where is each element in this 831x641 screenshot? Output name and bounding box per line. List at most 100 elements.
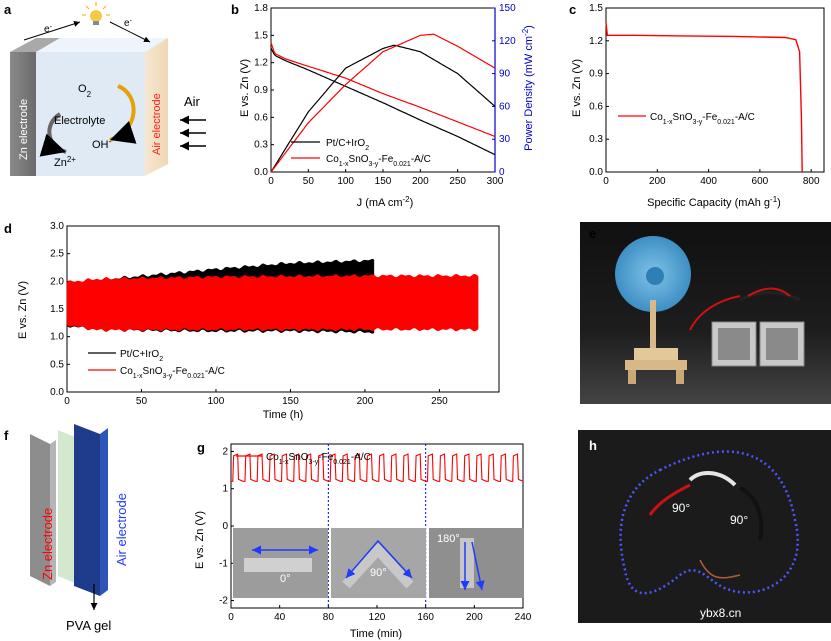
zinc-oxidation-arrow (39, 112, 67, 157)
h-black-lead (739, 486, 764, 541)
c-ylabel: E vs. Zn (V) (571, 59, 583, 117)
fan-icon (615, 236, 691, 384)
x-tick-label: 300 (487, 176, 504, 187)
y-tick-label: 1.5 (254, 30, 268, 41)
x-tick-label: 400 (700, 176, 717, 187)
g-inset-flat: 0° (233, 528, 328, 598)
d-legend-2: Co1-xSnO3-y-Fe0.021-A/C (120, 366, 225, 380)
series-band-1 (66, 274, 479, 332)
g-inset-180: 180° (429, 528, 524, 598)
panel-h-label: h (589, 438, 597, 453)
panel-d-label: d (4, 221, 12, 236)
led-strip-ring (619, 450, 799, 595)
y-tick-label: 0.9 (589, 69, 603, 80)
x-tick-label: 200 (357, 396, 374, 407)
panel-c-label: c (569, 2, 576, 17)
y2-tick-label: 90 (499, 69, 511, 80)
air-label: Air (184, 94, 201, 109)
f-air-edge (74, 424, 100, 596)
y2-tick-label: 60 (499, 101, 511, 112)
g-legend: Co1-xSnO3-y-Fe0.021-A/C (236, 452, 371, 466)
h-copper-wire (699, 559, 741, 579)
x-tick-label: 600 (752, 176, 769, 187)
x-tick-label: 160 (417, 612, 434, 623)
air-electrode-plate (145, 38, 168, 176)
x-tick-label: 200 (466, 612, 483, 623)
cell-top (36, 38, 168, 52)
series-line-cycling (230, 453, 524, 482)
x-tick-label: 200 (649, 176, 666, 187)
y-tick-label: -1 (219, 558, 228, 569)
panel-e-label: e (589, 226, 596, 241)
cell-body (36, 52, 145, 176)
series-line-2 (270, 44, 496, 173)
d-legend: Pt/C+IrO2 Co1-xSnO3-y-Fe0.021-A/C (88, 349, 225, 380)
air-electrode-text: Air electrode (151, 93, 163, 155)
y-tick-label: 0.6 (589, 101, 603, 112)
led-photo (578, 430, 831, 623)
y-tick-label: 0.0 (254, 167, 268, 178)
y-tick-label: 2.0 (50, 276, 64, 287)
x-tick-label: 0 (603, 176, 609, 187)
h-angle-a: 90° (672, 501, 690, 515)
panel-f: f Zn electrode Air electrode PVA gel (4, 424, 129, 633)
d-legend-1: Pt/C+IrO2 (120, 349, 163, 363)
f-zn-face (50, 440, 56, 586)
x-tick-label: 240 (515, 612, 532, 623)
f-zn-edge (30, 434, 50, 586)
bending-cycling-chart: 0 40 80 120 160 200 240 -2 -1 0 1 2 (219, 443, 532, 623)
zn-electrode-top (10, 38, 60, 52)
discharge-capacity-chart: 0 200 400 600 800 0.0 0.3 0.6 0.9 1.2 1.5 (589, 3, 825, 187)
y-tick-label: 0 (222, 521, 228, 532)
x-tick-label: 800 (803, 176, 820, 187)
y-tick-label: 1.0 (50, 332, 64, 343)
b-legend-1: Pt/C+IrO2 (326, 138, 369, 152)
panel-d: d 0 50 100 150 200 250 0.0 0.5 1.0 1.5 2.0 2.5 3.0 E… (4, 221, 500, 421)
y2-tick-label: 0 (499, 167, 505, 178)
zn-electrode-text: Zn electrode (18, 99, 30, 160)
lightbulb-icon (82, 2, 110, 25)
y-tick-label: 1 (222, 484, 228, 495)
g-ylabel: E vs. Zn (V) (194, 511, 206, 569)
x-tick-label: 200 (412, 176, 429, 187)
electron-arrow-left (23, 20, 81, 41)
y2-tick-label: 120 (499, 36, 516, 47)
panel-h: h 90° 90° ybx8.cn (578, 430, 831, 623)
b-y2label: Power Density (mW cm-2) (521, 25, 536, 151)
b-legend: Pt/C+IrO2 Co1-xSnO3-y-Fe0.021-A/C (291, 138, 431, 168)
series-line-discharge (605, 22, 803, 173)
cycling-stability-chart: 0 50 100 150 200 250 0.0 0.5 1.0 1.5 2.0 2.5 3.0 (50, 221, 500, 407)
d-xlabel: Time (h) (263, 409, 304, 421)
plot-frame (270, 7, 496, 173)
y-tick-label: 0.0 (589, 167, 603, 178)
x-tick-label: 250 (449, 176, 466, 187)
y-tick-label: 1.5 (50, 304, 64, 315)
electron-label-left: e- (44, 24, 53, 36)
fan-photo (580, 222, 831, 404)
y-tick-label: 1.8 (254, 3, 268, 14)
f-air-text: Air electrode (114, 493, 129, 566)
plot-frame (605, 7, 825, 173)
panel-a: a Zn electrode Air electrode e- e- O2 El… (4, 2, 206, 176)
g-legend-text: Co1-xSnO3-y-Fe0.021-A/C (266, 452, 371, 466)
electron-arrow-right (109, 21, 151, 43)
y-tick-label: 1.5 (589, 3, 603, 14)
y-tick-label: 0.9 (254, 85, 268, 96)
panel-c: c 0 200 400 600 800 0.0 0.3 0.6 0.9 1.2 1.5 E vs. … (569, 2, 825, 209)
x-tick-label: 0 (64, 396, 70, 407)
x-tick-label: 100 (208, 396, 225, 407)
h-angle-b: 90° (730, 513, 748, 527)
panel-e: e (580, 222, 831, 404)
x-tick-label: 100 (337, 176, 354, 187)
h-red-lead (648, 483, 691, 516)
g-xlabel: Time (min) (350, 628, 402, 640)
c-legend: Co1-xSnO3-y-Fe0.021-A/C (618, 112, 755, 126)
x-tick-label: 150 (375, 176, 392, 187)
zn-electrode-plate (10, 52, 36, 176)
x-tick-label: 120 (369, 612, 386, 623)
x-tick-label: 250 (431, 396, 448, 407)
f-zn-text: Zn electrode (40, 508, 55, 580)
panel-b: b 0 50 100 150 200 250 3000.00.30.60.91.21.51.… (231, 2, 535, 209)
panel-b-label: b (231, 2, 239, 17)
